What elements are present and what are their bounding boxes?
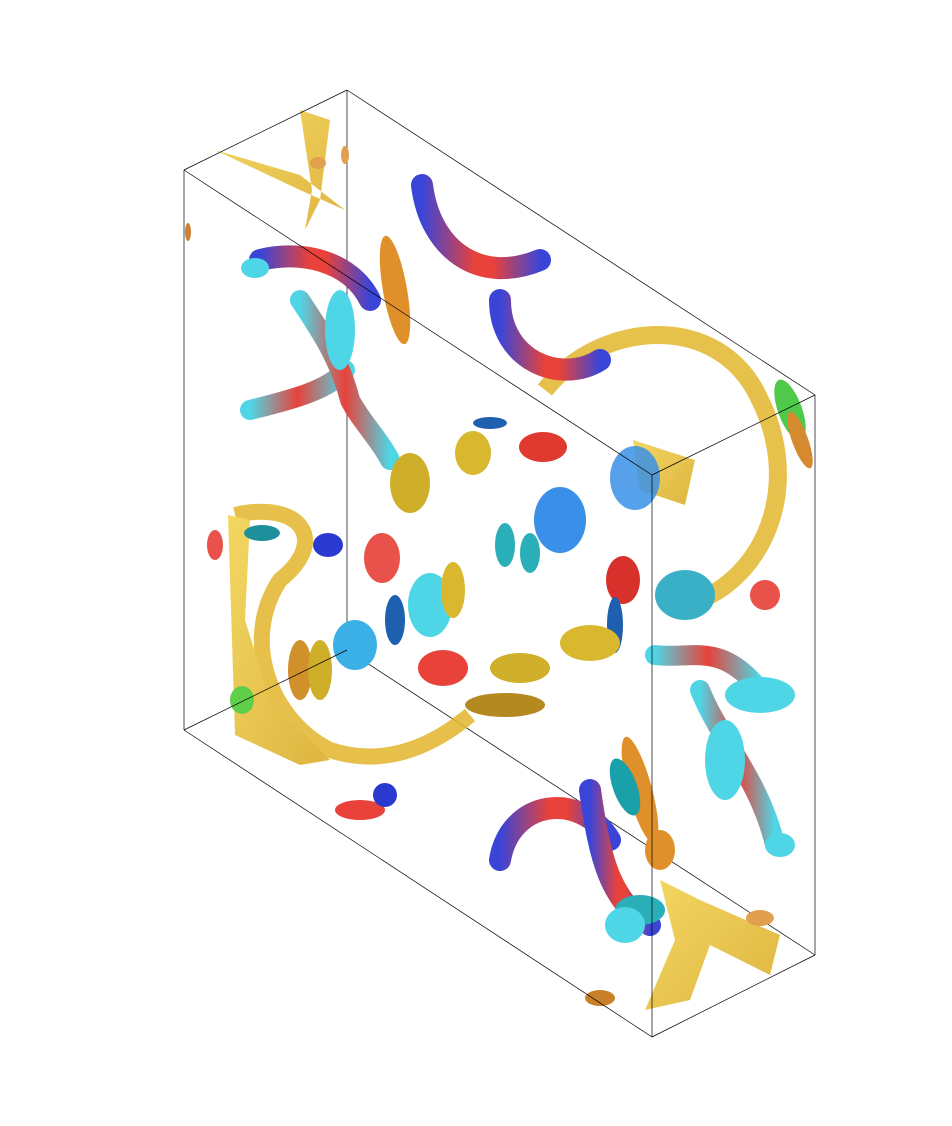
gold-blob (560, 625, 620, 661)
tube-left-upper (250, 370, 345, 410)
orange-blob (185, 223, 191, 241)
blue-blob (313, 533, 343, 557)
gold-blob (455, 431, 491, 475)
gold-sheet-top-left (215, 110, 345, 230)
orange-blob (585, 990, 615, 1006)
cyan-blob (725, 677, 795, 713)
blue-blob (473, 417, 507, 429)
orange-blob (746, 910, 774, 926)
gold-blob (465, 693, 545, 717)
green-blob (230, 686, 254, 714)
cyan-blob (765, 833, 795, 857)
cyan-blob (655, 570, 715, 620)
red-blob (418, 650, 468, 686)
arc-top-left (260, 256, 370, 300)
mid-blue-blob (534, 487, 586, 553)
gold-blob (490, 653, 550, 683)
cyan-blob (605, 907, 645, 943)
bounding-box-front (184, 90, 815, 1037)
cyan-blob (333, 620, 377, 670)
blue-blob (385, 595, 405, 645)
gold-blob (441, 562, 465, 618)
orange-blob (310, 157, 326, 169)
red-blob (606, 556, 640, 604)
arc-top-center (422, 185, 540, 268)
cyan-blob (241, 258, 269, 278)
gold-surfaces (215, 110, 780, 1010)
cyan-blob (705, 720, 745, 800)
teal-blob (244, 525, 280, 541)
blue-blob (373, 783, 397, 807)
teal-blob (520, 533, 540, 573)
red-blob (750, 580, 780, 610)
red-blob (207, 530, 223, 560)
red-blob (364, 533, 400, 583)
teal-blob (495, 523, 515, 567)
blue-red-arcs (260, 185, 650, 925)
arc-center-upper (500, 300, 600, 370)
orange-lens (374, 234, 417, 346)
gold-sheet-bottom-right (645, 880, 780, 1010)
mid-blue-blob (610, 446, 660, 510)
gold-blob (308, 640, 332, 700)
cyan-blob (325, 290, 355, 370)
red-blob (519, 432, 567, 462)
orange-blob (341, 146, 349, 164)
orange-blob (645, 830, 675, 870)
gold-sheet-left (228, 515, 330, 765)
gold-blob (390, 453, 430, 513)
